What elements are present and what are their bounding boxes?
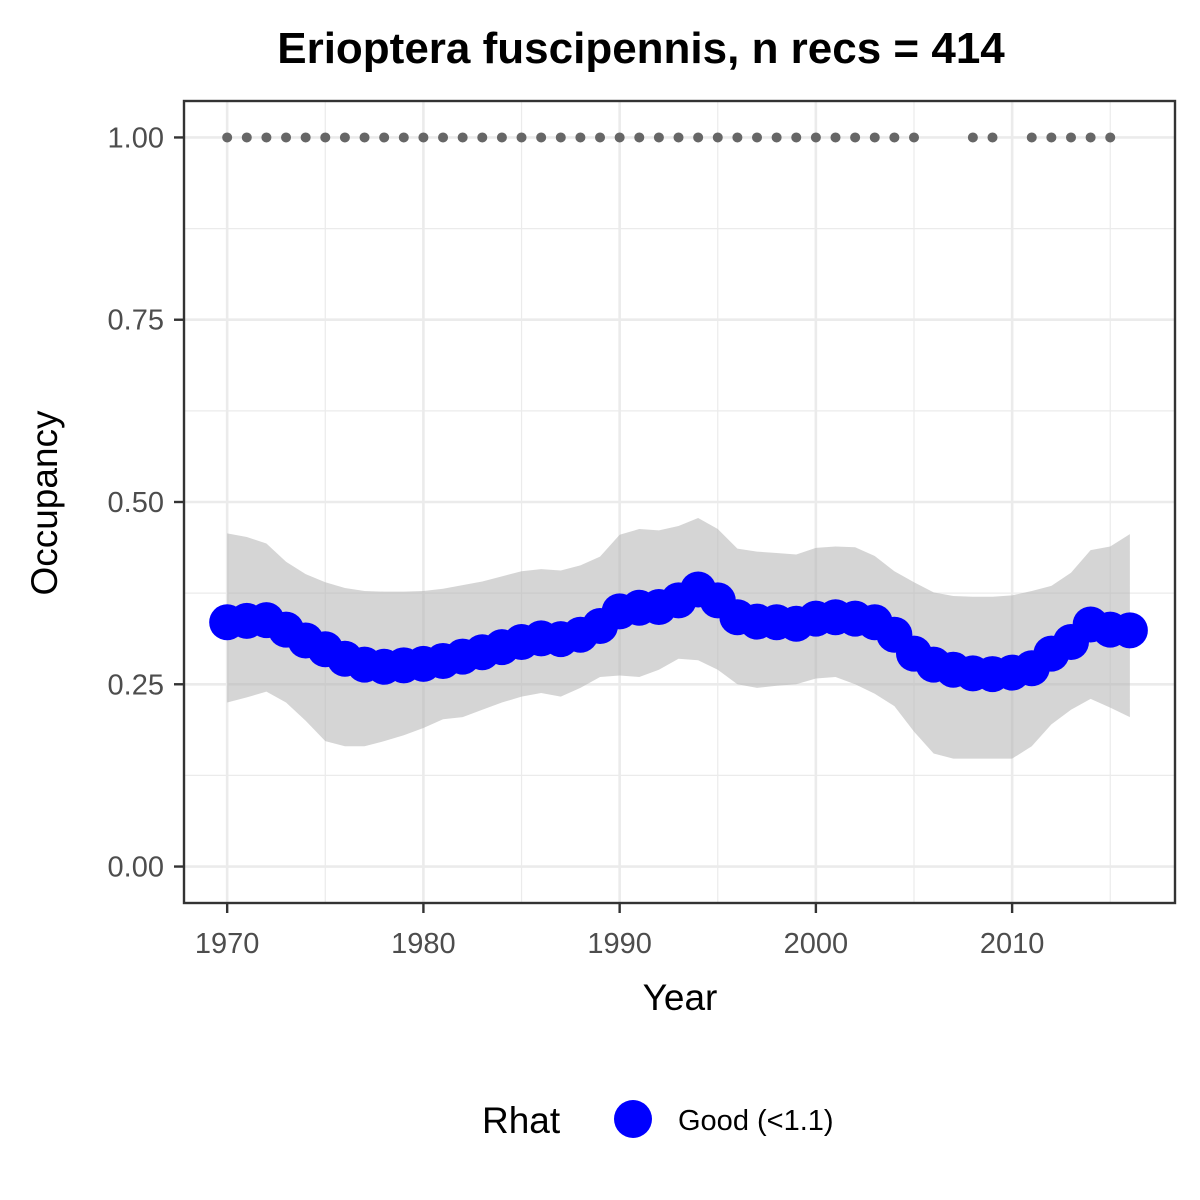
- record-year-dot: [536, 132, 547, 143]
- record-year-dot: [909, 132, 920, 143]
- mean-occupancy-point: [1111, 612, 1148, 649]
- y-tick-label: 1.00: [108, 122, 164, 154]
- record-year-dot: [222, 132, 233, 143]
- record-year-dot: [320, 132, 331, 143]
- y-axis: 0.00 0.25 0.50 0.75 1.00: [108, 122, 184, 884]
- record-year-dot: [712, 132, 723, 143]
- record-year-dot: [693, 132, 704, 143]
- record-year-dot: [261, 132, 272, 143]
- record-year-dot: [634, 132, 645, 143]
- record-year-dot: [1026, 132, 1037, 143]
- chart-title: Erioptera fuscipennis, n recs = 414: [277, 24, 1005, 73]
- record-year-dot: [379, 132, 390, 143]
- legend: Rhat Good (<1.1): [482, 1100, 834, 1141]
- record-year-dot: [732, 132, 743, 143]
- record-year-dot: [457, 132, 468, 143]
- record-year-dot: [869, 132, 880, 143]
- record-year-dots: [222, 132, 1116, 143]
- record-year-dot: [614, 132, 625, 143]
- x-tick-label: 2010: [980, 928, 1045, 960]
- record-year-dot: [850, 132, 861, 143]
- record-year-dot: [1065, 132, 1076, 143]
- record-year-dot: [1105, 132, 1116, 143]
- x-axis-title: Year: [643, 977, 718, 1018]
- record-year-dot: [987, 132, 998, 143]
- grid-lines: [184, 101, 1175, 903]
- x-tick-label: 1990: [587, 928, 652, 960]
- record-year-dot: [516, 132, 527, 143]
- record-year-dot: [1085, 132, 1096, 143]
- x-axis: 1970 1980 1990 2000 2010: [195, 903, 1044, 960]
- record-year-dot: [418, 132, 429, 143]
- confidence-ribbon: [227, 518, 1130, 759]
- record-year-dot: [359, 132, 370, 143]
- record-year-dot: [889, 132, 900, 143]
- confidence-ribbon-group: [227, 518, 1130, 759]
- mean-occupancy-points: [209, 571, 1148, 693]
- legend-title: Rhat: [482, 1100, 561, 1141]
- legend-key-good: [614, 1100, 652, 1138]
- y-tick-label: 0.50: [108, 487, 164, 519]
- record-year-dot: [810, 132, 821, 143]
- y-tick-label: 0.75: [108, 305, 164, 337]
- record-year-dot: [300, 132, 311, 143]
- legend-label-good: Good (<1.1): [678, 1105, 834, 1137]
- record-year-dot: [653, 132, 664, 143]
- record-year-dot: [673, 132, 684, 143]
- x-tick-label: 2000: [784, 928, 849, 960]
- record-year-dot: [791, 132, 802, 143]
- x-tick-label: 1980: [391, 928, 456, 960]
- record-year-dot: [496, 132, 507, 143]
- record-year-dot: [575, 132, 586, 143]
- record-year-dot: [398, 132, 409, 143]
- record-year-dot: [555, 132, 566, 143]
- y-tick-label: 0.00: [108, 852, 164, 884]
- record-year-dot: [1046, 132, 1057, 143]
- record-year-dot: [438, 132, 449, 143]
- record-year-dot: [830, 132, 841, 143]
- x-tick-label: 1970: [195, 928, 260, 960]
- y-axis-title: Occupancy: [24, 410, 65, 596]
- record-year-dot: [595, 132, 606, 143]
- record-year-dot: [281, 132, 292, 143]
- record-year-dot: [752, 132, 763, 143]
- record-year-dot: [967, 132, 978, 143]
- record-year-dot: [339, 132, 350, 143]
- y-tick-label: 0.25: [108, 669, 164, 701]
- record-year-dot: [241, 132, 252, 143]
- record-year-dot: [477, 132, 488, 143]
- record-year-dot: [771, 132, 782, 143]
